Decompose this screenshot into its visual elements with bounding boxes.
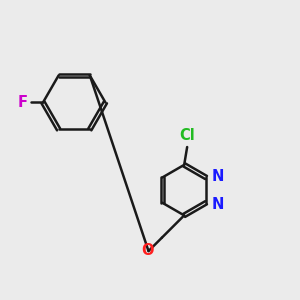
Text: N: N (212, 197, 224, 212)
Text: N: N (212, 169, 224, 184)
Text: O: O (141, 243, 154, 258)
Text: F: F (17, 95, 28, 110)
Text: Cl: Cl (179, 128, 195, 143)
